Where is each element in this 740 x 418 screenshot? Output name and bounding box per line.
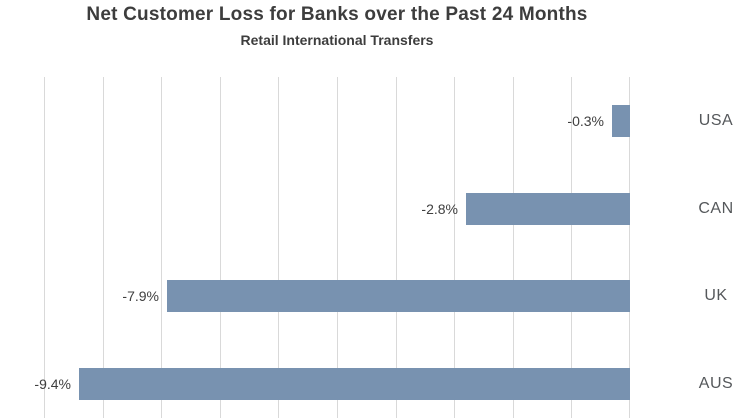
bar-can xyxy=(466,193,630,225)
gridline xyxy=(454,77,455,418)
gridline xyxy=(629,77,630,418)
value-label-aus: -9.4% xyxy=(34,376,71,392)
value-label-uk: -7.9% xyxy=(122,288,159,304)
value-label-can: -2.8% xyxy=(421,201,458,217)
plot-area: -0.3% -2.8% -7.9% -9.4% xyxy=(34,77,630,418)
gridline xyxy=(44,77,45,418)
chart-subtitle: Retail International Transfers xyxy=(240,32,434,48)
gridline xyxy=(161,77,162,418)
gridline xyxy=(220,77,221,418)
bar-uk xyxy=(167,280,630,312)
gridline xyxy=(103,77,104,418)
gridline xyxy=(337,77,338,418)
category-label-aus: AUS xyxy=(698,375,734,392)
chart-title: Net Customer Loss for Banks over the Pas… xyxy=(86,4,588,25)
gridline xyxy=(571,77,572,418)
bar-aus xyxy=(79,368,630,400)
category-label-can: CAN xyxy=(698,200,734,217)
gridline xyxy=(278,77,279,418)
category-label-uk: UK xyxy=(704,287,728,304)
value-label-usa: -0.3% xyxy=(567,113,604,129)
category-label-usa: USA xyxy=(698,112,734,129)
gridline xyxy=(396,77,397,418)
gridline xyxy=(513,77,514,418)
bar-usa xyxy=(612,105,630,137)
